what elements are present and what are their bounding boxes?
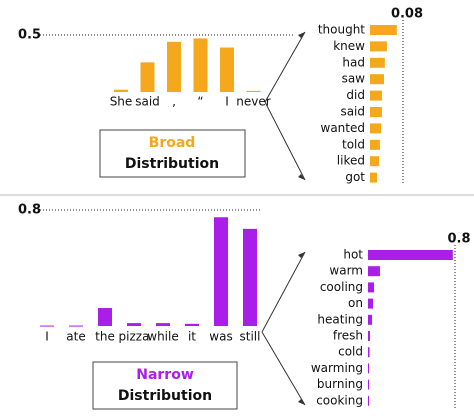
y-tick-label: cooling (320, 280, 363, 294)
bar (140, 62, 155, 92)
bar (368, 250, 453, 260)
bar (368, 314, 373, 325)
x-tick-label: She (110, 95, 133, 109)
bar (220, 47, 234, 92)
bar (370, 172, 378, 183)
bar (246, 90, 261, 92)
x-tick-label: it (188, 330, 196, 344)
y-tick-label: 0.8 (18, 203, 41, 218)
y-tick-label: cooking (316, 393, 363, 407)
y-tick-label: thought (318, 23, 365, 37)
y-tick-label: saw (342, 72, 366, 86)
x-tick-label: never (236, 95, 270, 109)
bar (214, 217, 228, 326)
bar (370, 107, 382, 117)
arrow (261, 251, 306, 406)
bar (114, 89, 128, 92)
bar (368, 282, 374, 293)
bar (370, 41, 387, 52)
panel-box (99, 129, 246, 178)
x-tick-label: still (240, 330, 261, 344)
panel-label: Distribution (125, 156, 219, 172)
y-tick-label: warming (311, 361, 363, 375)
y-tick-label: cold (338, 345, 363, 359)
y-tick-label: wanted (321, 121, 365, 135)
x-tick-label: ate (66, 330, 85, 344)
y-tick-label: burning (317, 377, 363, 391)
x-tick-label: the (95, 330, 115, 344)
y-tick-label: got (345, 170, 365, 184)
bar (370, 90, 382, 101)
panel-box (92, 361, 238, 410)
bar (243, 228, 257, 326)
y-tick-label: liked (337, 154, 365, 168)
y-tick-label: knew (333, 39, 365, 53)
bar (368, 266, 380, 277)
bar (370, 139, 380, 150)
bar (368, 331, 370, 341)
bar (368, 395, 369, 406)
bar (368, 298, 374, 309)
bar (69, 325, 83, 327)
bar (127, 323, 141, 326)
bar (193, 38, 208, 92)
bar (167, 41, 181, 92)
bar (370, 123, 382, 134)
x-tick-label: 0.8 (447, 232, 470, 247)
bar (370, 74, 385, 85)
y-tick-label: warm (329, 264, 363, 278)
bar (368, 379, 369, 390)
y-tick-label: had (342, 55, 365, 69)
y-tick-label: did (346, 88, 365, 102)
x-tick-label: I (225, 95, 229, 109)
x-tick-label: pizza (119, 330, 150, 344)
bar (370, 156, 380, 167)
panel-label: Distribution (118, 388, 212, 404)
panel-highlight: Broad (149, 135, 196, 151)
bar (370, 57, 385, 68)
x-tick-label: while (147, 330, 178, 344)
x-tick-label: said (135, 95, 160, 109)
x-tick-label: I (45, 330, 49, 344)
bar (368, 363, 369, 374)
y-tick-label: 0.5 (18, 28, 41, 43)
x-tick-label: “ (197, 95, 203, 109)
bar (156, 323, 170, 326)
arrow-head (298, 32, 305, 405)
y-tick-label: told (342, 137, 365, 151)
x-tick-label: 0.08 (391, 7, 423, 22)
x-tick-label: was (209, 330, 232, 344)
y-tick-label: fresh (333, 329, 363, 343)
y-tick-label: on (348, 296, 363, 310)
y-tick-label: heating (317, 312, 363, 326)
arrow (264, 31, 306, 181)
bar (185, 323, 199, 326)
y-tick-label: said (340, 105, 365, 119)
y-tick-label: hot (343, 248, 363, 262)
bar (98, 308, 112, 326)
x-tick-label: , (172, 95, 176, 109)
bar (368, 347, 370, 358)
bar (40, 325, 54, 327)
bar (370, 25, 397, 35)
panel-highlight: Narrow (136, 367, 194, 383)
